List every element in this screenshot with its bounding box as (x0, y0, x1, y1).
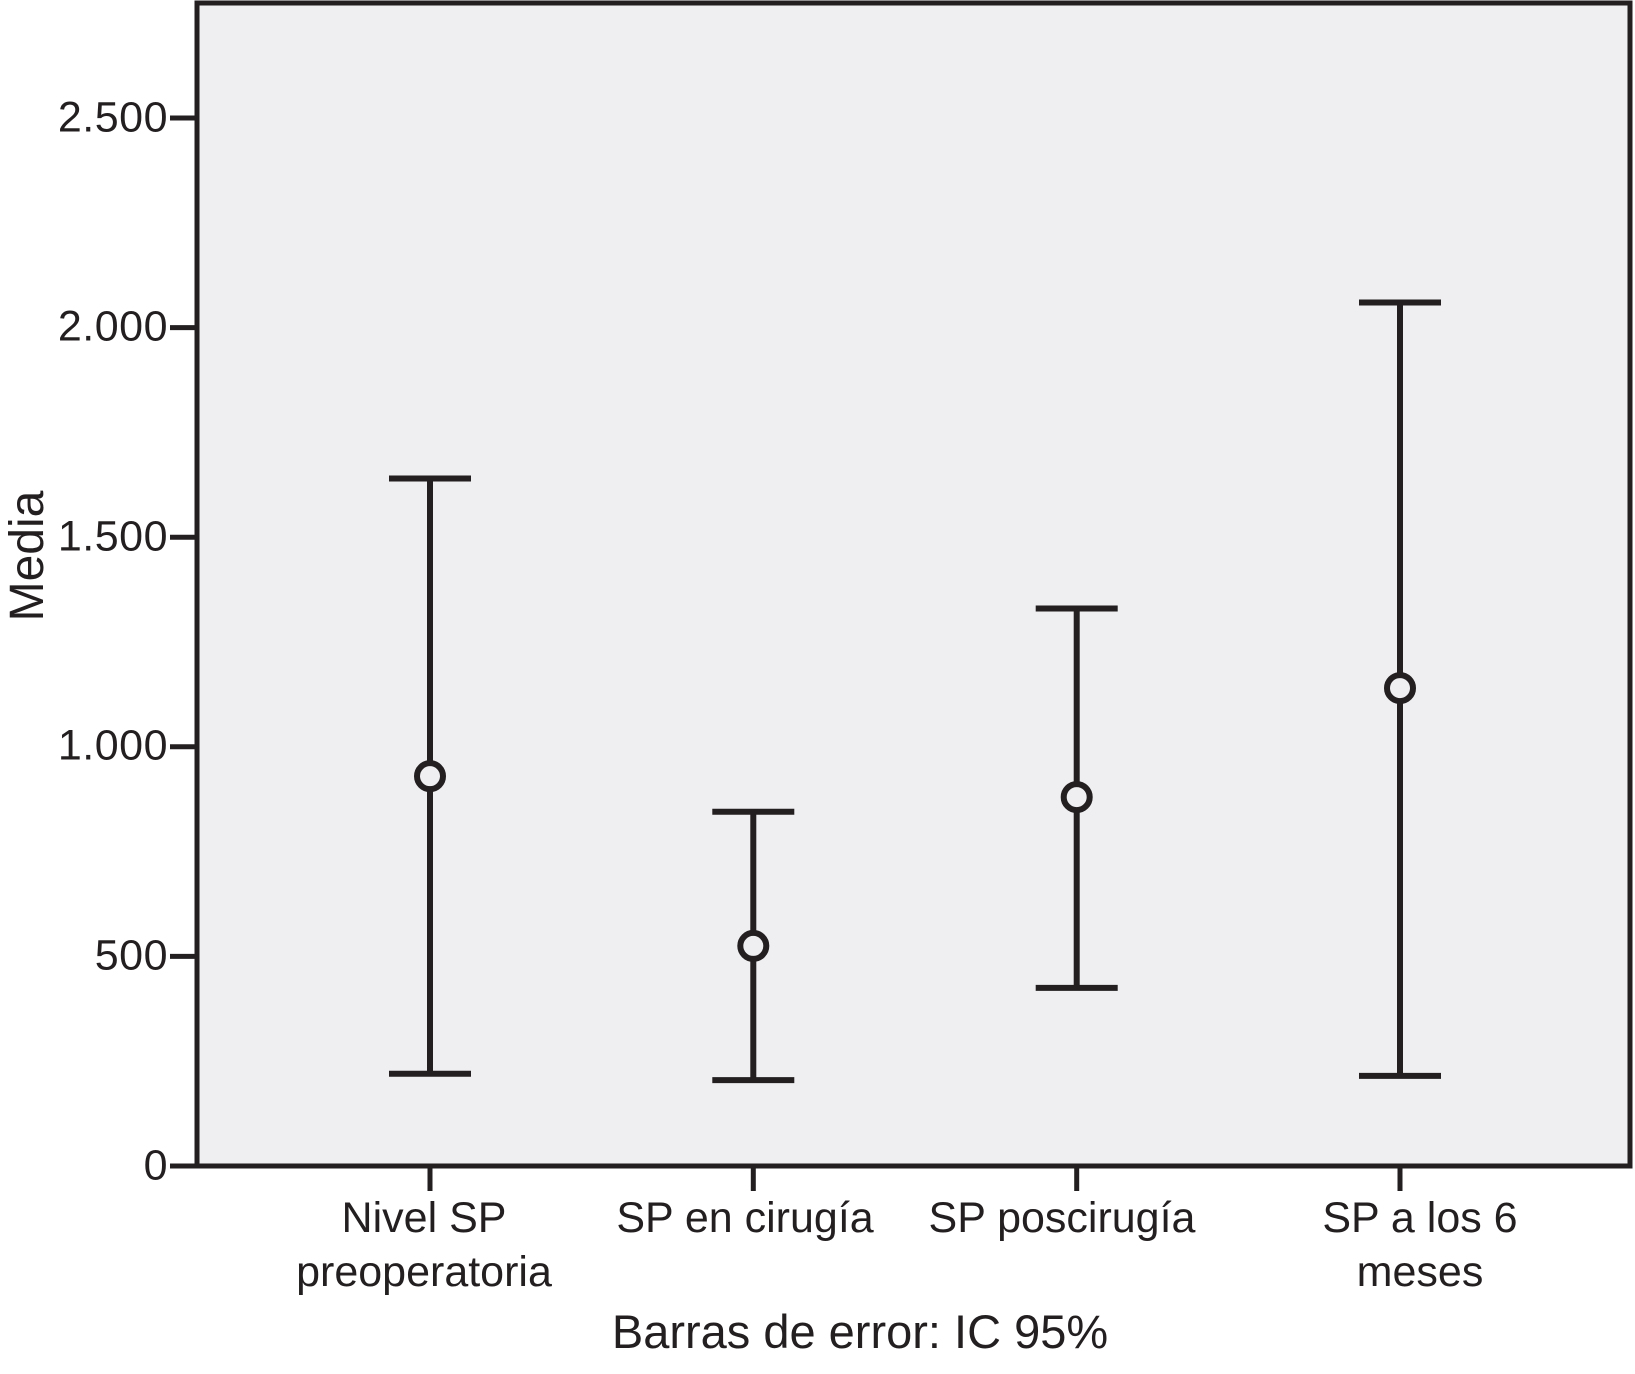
y-tick-label: 500 (94, 931, 168, 980)
y-tick-label: 1.000 (57, 721, 168, 770)
y-tick-label: 2.500 (57, 93, 168, 142)
y-tick-label: 0 (143, 1141, 168, 1190)
mean-marker (414, 760, 446, 793)
y-tick-label: 2.000 (57, 302, 168, 351)
x-category-label: SP poscirugía (928, 1194, 1196, 1242)
x-category-label: Nivel SP preoperatoria (296, 1194, 552, 1296)
plot-border (194, 0, 1633, 1169)
mean-marker (737, 929, 770, 962)
x-category-label: SP en cirugía (616, 1194, 874, 1242)
mean-marker (1384, 672, 1416, 705)
y-tick-label: 1.500 (57, 512, 168, 561)
plot-area (197, 3, 1630, 1166)
mean-marker (1060, 781, 1093, 814)
chart-caption: Barras de error: IC 95% (611, 1305, 1109, 1358)
x-category-label: SP a los 6 meses (1322, 1194, 1518, 1296)
